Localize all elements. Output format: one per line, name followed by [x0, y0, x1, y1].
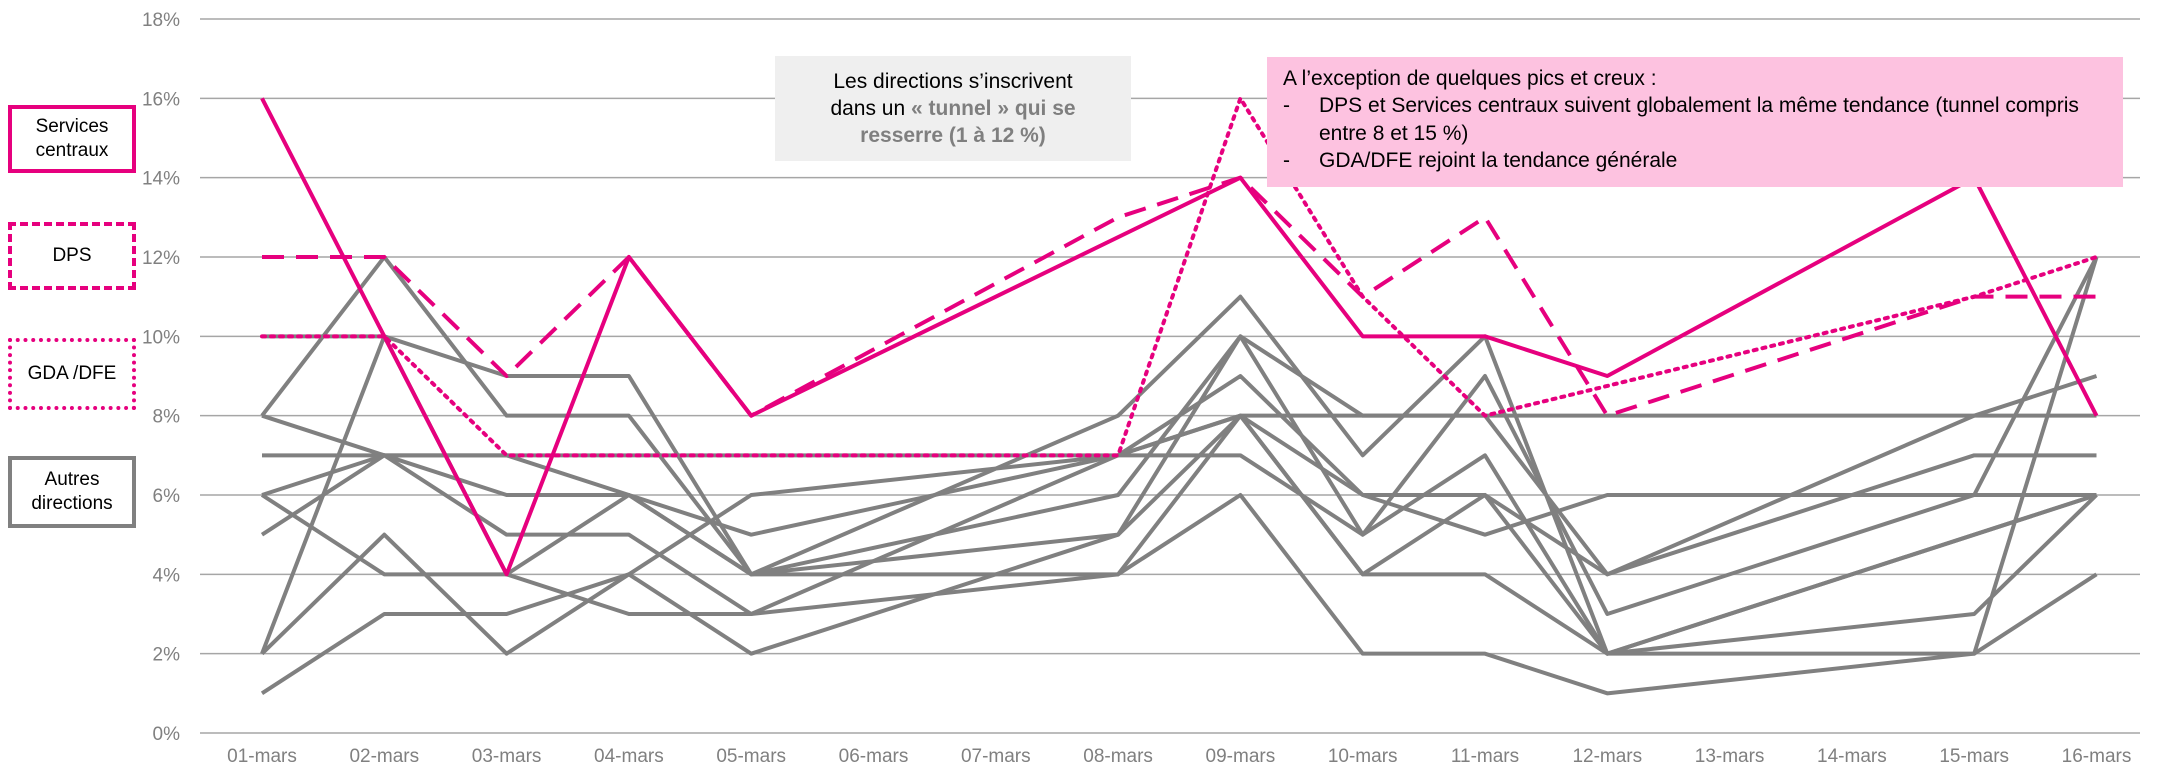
y-tick-label: 16% [142, 89, 180, 110]
exception-callout-item-text: DPS et Services centraux suivent globale… [1319, 94, 2079, 145]
bullet-dash: - [1283, 148, 1290, 172]
autres-directions-series [260, 255, 2099, 696]
y-tick-label: 14% [142, 169, 180, 190]
y-tick-label: 10% [142, 327, 180, 348]
y-tick-label: 8% [153, 407, 181, 428]
exception-callout-item: - GDA/DFE rejoint la tendance générale [1283, 147, 2107, 174]
x-tick-label: 13-mars [1695, 746, 1765, 767]
tunnel-callout-line3: resserre (1 à 12 %) [860, 124, 1046, 148]
tunnel-callout-line2-strong: « tunnel » qui se [911, 96, 1076, 120]
series-line-autres [260, 334, 2098, 696]
legend-services-centraux: Services centraux [8, 105, 136, 173]
x-tick-label: 12-mars [1572, 746, 1642, 767]
legend-label-dps: DPS [52, 245, 92, 267]
exception-callout-item: - DPS et Services centraux suivent globa… [1283, 92, 2107, 147]
x-tick-label: 02-mars [349, 746, 419, 767]
series-line-gda [260, 96, 2099, 458]
legend-label-services-centraux: Services centraux [35, 116, 109, 161]
y-tick-label: 4% [153, 565, 181, 586]
series-line-services [260, 97, 2099, 577]
legend-label-gda-dfe: GDA /DFE [27, 363, 117, 385]
x-tick-label: 03-mars [472, 746, 542, 767]
y-tick-label: 0% [153, 724, 181, 745]
x-axis-ticks: 01-mars 02-mars 03-mars 04-mars 05-mars 06-ma… [227, 746, 2131, 767]
x-tick-label: 15-mars [1939, 746, 2009, 767]
series-line-dps [262, 175, 2097, 418]
tunnel-callout-line2: dans un « tunnel » qui se [789, 95, 1117, 122]
x-tick-label: 01-mars [227, 746, 297, 767]
series-line-autres [260, 255, 2099, 656]
x-tick-label: 08-mars [1083, 746, 1153, 767]
x-tick-label: 04-mars [594, 746, 664, 767]
legend-gda-dfe: GDA /DFE [8, 338, 136, 410]
x-tick-label: 07-mars [961, 746, 1031, 767]
series-line-autres [260, 453, 2098, 656]
x-tick-label: 05-mars [716, 746, 786, 767]
x-tick-label: 14-mars [1817, 746, 1887, 767]
exception-callout-item-text: GDA/DFE rejoint la tendance générale [1319, 148, 1678, 172]
series-line-autres [261, 374, 2097, 577]
legend-autres-directions: Autres directions [8, 456, 136, 528]
y-axis-ticks: 0% 2% 4% 6% 8% 10% 12% 14% 16% 18% [142, 10, 180, 745]
x-tick-label: 10-mars [1328, 746, 1398, 767]
exception-callout: A l’exception de quelques pics et creux … [1267, 57, 2123, 187]
x-tick-label: 09-mars [1206, 746, 1276, 767]
bullet-dash: - [1283, 94, 1290, 118]
y-tick-label: 6% [153, 486, 181, 507]
legend-dps: DPS [8, 222, 136, 290]
exception-callout-intro: A l’exception de quelques pics et creux … [1283, 67, 1657, 90]
highlighted-series [260, 96, 2099, 577]
y-tick-label: 2% [153, 645, 181, 666]
tunnel-callout: Les directions s’inscrivent dans un « tu… [775, 56, 1131, 161]
x-tick-label: 16-mars [2062, 746, 2132, 767]
x-tick-label: 11-mars [1451, 746, 1519, 767]
tunnel-callout-line2-pre: dans un [830, 96, 912, 120]
x-tick-label: 06-mars [839, 746, 909, 767]
y-tick-label: 18% [142, 10, 180, 31]
legend-label-autres-directions: Autres directions [31, 469, 113, 514]
y-tick-label: 12% [142, 248, 180, 269]
series-line-autres [260, 413, 2097, 577]
series-line-autres [260, 413, 2098, 696]
tunnel-callout-line1: Les directions s’inscrivent [833, 69, 1073, 93]
